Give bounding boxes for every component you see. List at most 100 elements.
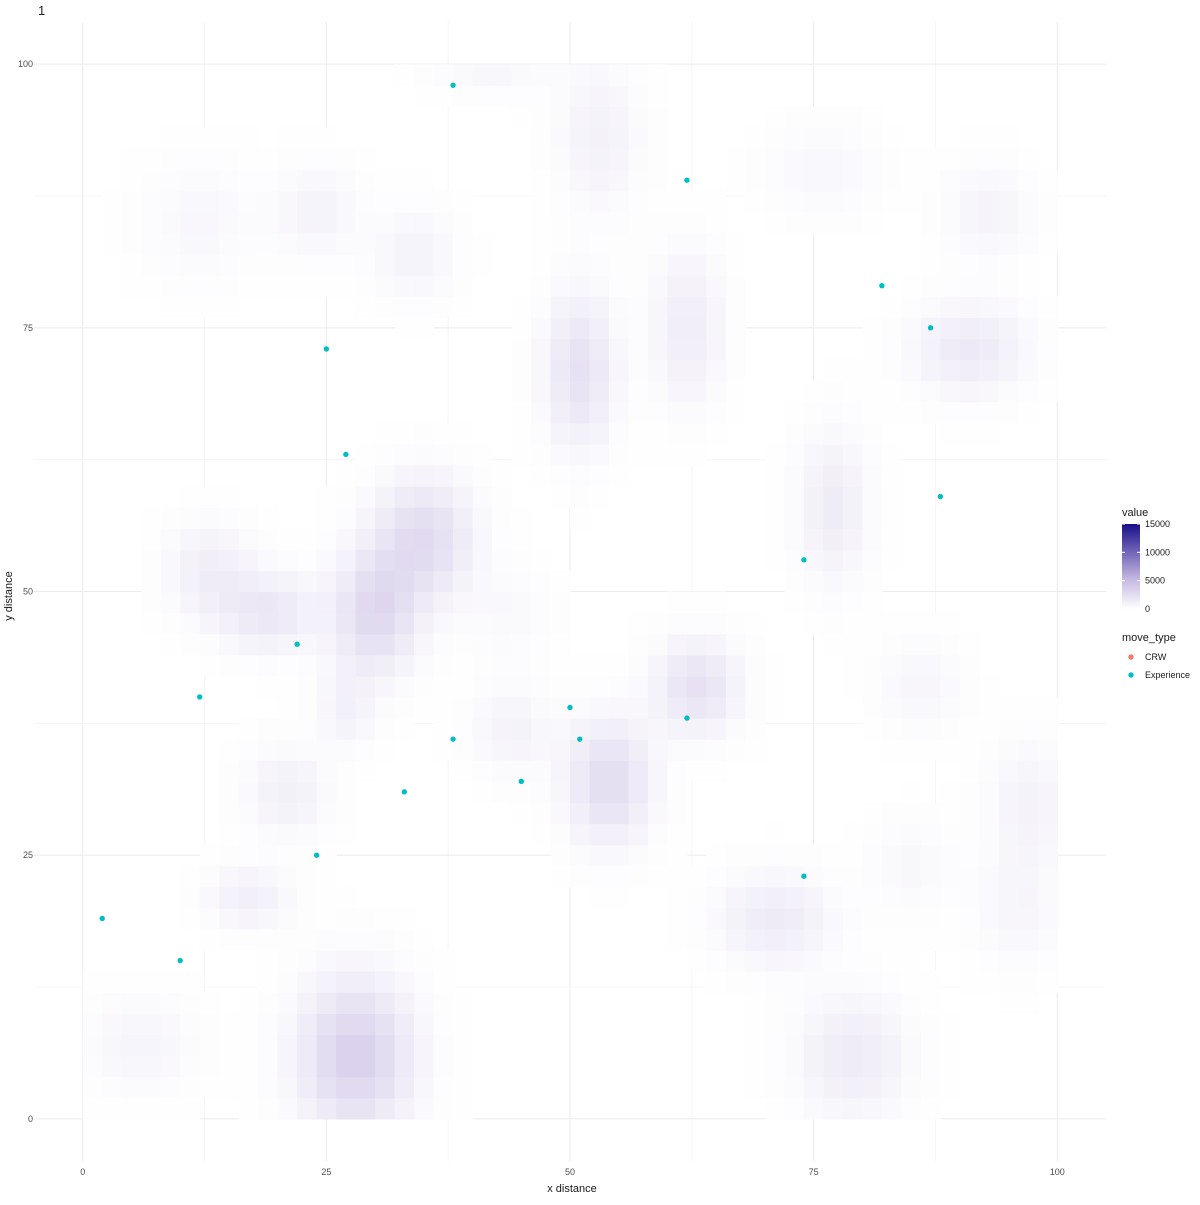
heat-cell (647, 169, 669, 192)
heat-cell (472, 464, 493, 487)
heat-cell (550, 169, 571, 192)
heat-cell (745, 971, 766, 993)
heat-cell (297, 570, 318, 593)
heat-cell (297, 696, 318, 719)
heat-cell (531, 211, 552, 234)
heat-cell (1018, 317, 1039, 339)
heat-cell (433, 232, 454, 255)
heat-cell (881, 169, 902, 192)
heat-cell (492, 549, 513, 572)
heat-cell (297, 275, 318, 297)
heat-cell (531, 570, 552, 593)
heat-cell (862, 675, 883, 698)
heat-cell (570, 359, 591, 382)
heat-cell (82, 992, 103, 1014)
heat-cell (901, 401, 922, 424)
heat-cell (784, 486, 805, 508)
heat-cell (141, 612, 162, 635)
heat-cell (706, 928, 727, 951)
heat-cell (297, 1097, 318, 1120)
heat-cell (277, 1097, 298, 1120)
heat-cell (414, 211, 435, 234)
heat-cell (550, 211, 571, 234)
heat-cell (842, 106, 863, 129)
heat-cell (531, 696, 552, 719)
heat-cell (998, 950, 1019, 972)
heat-cell (180, 148, 201, 171)
heat-cell (764, 886, 785, 909)
heat-cell (998, 907, 1019, 930)
heat-cell (842, 654, 863, 677)
heat-cell (433, 591, 454, 614)
heat-cell (394, 64, 415, 86)
heat-cell (141, 254, 162, 276)
heat-cell (784, 169, 805, 192)
heat-cell (453, 992, 474, 1014)
heat-cell (492, 781, 513, 804)
heat-cell (959, 359, 980, 382)
heat-cell (121, 1055, 142, 1078)
heat-cell (297, 1076, 318, 1099)
heat-cell (414, 1076, 435, 1099)
heat-cell (901, 739, 922, 761)
heat-cell (453, 275, 474, 297)
heat-cell (784, 1097, 805, 1120)
heat-cell (258, 1097, 279, 1120)
heat-cell (647, 64, 669, 86)
heat-cell (375, 992, 396, 1014)
heat-cell (862, 190, 883, 213)
x-tick-label: 25 (321, 1167, 331, 1177)
heat-cell (842, 823, 863, 846)
heat-cell (297, 254, 318, 276)
heat-cell (492, 528, 513, 550)
heat-cell (881, 802, 902, 825)
heat-cell (608, 802, 630, 825)
heat-cell (901, 612, 922, 635)
heat-cell (628, 654, 649, 677)
heat-cell (336, 718, 357, 740)
heat-cell (433, 549, 454, 572)
heat-cell (589, 443, 610, 466)
heat-cell (121, 1034, 142, 1057)
heat-cell (141, 971, 162, 993)
heat-cell (589, 781, 610, 804)
heat-cell (706, 254, 727, 276)
heat-cell (1037, 971, 1058, 993)
heat-cell (784, 148, 805, 171)
heat-cell (375, 950, 396, 972)
heat-cell (745, 992, 766, 1014)
heat-cell (959, 886, 980, 909)
heat-cell (745, 1076, 766, 1099)
heat-cell (258, 739, 279, 761)
heat-cell (920, 696, 941, 719)
heat-cell (979, 950, 1000, 972)
heat-cell (511, 380, 532, 403)
heat-cell (316, 781, 337, 804)
heat-cell (355, 675, 376, 698)
heat-cell (102, 190, 123, 213)
heat-cell (375, 443, 396, 466)
heat-cell (881, 190, 902, 213)
heat-cell (355, 528, 376, 550)
heat-cell (414, 1034, 435, 1057)
heat-cell (862, 127, 883, 150)
heat-cell (433, 422, 454, 445)
heat-cell (472, 254, 493, 276)
heat-cell (823, 486, 844, 508)
heat-cell (881, 928, 902, 951)
heat-cell (823, 1097, 844, 1120)
heat-cell (121, 254, 142, 276)
heat-cell (394, 1055, 415, 1078)
heat-cell (764, 148, 785, 171)
heat-cell (725, 401, 747, 424)
heat-cell (394, 443, 415, 466)
heat-cell (394, 675, 415, 698)
heat-cell (238, 739, 259, 761)
heat-cell (901, 802, 922, 825)
heat-cell (394, 1013, 415, 1036)
heat-cell (745, 654, 766, 677)
heat-cell (628, 696, 649, 719)
heat-cell (764, 992, 785, 1014)
heat-cell (881, 971, 902, 993)
heat-cell (141, 1076, 162, 1099)
